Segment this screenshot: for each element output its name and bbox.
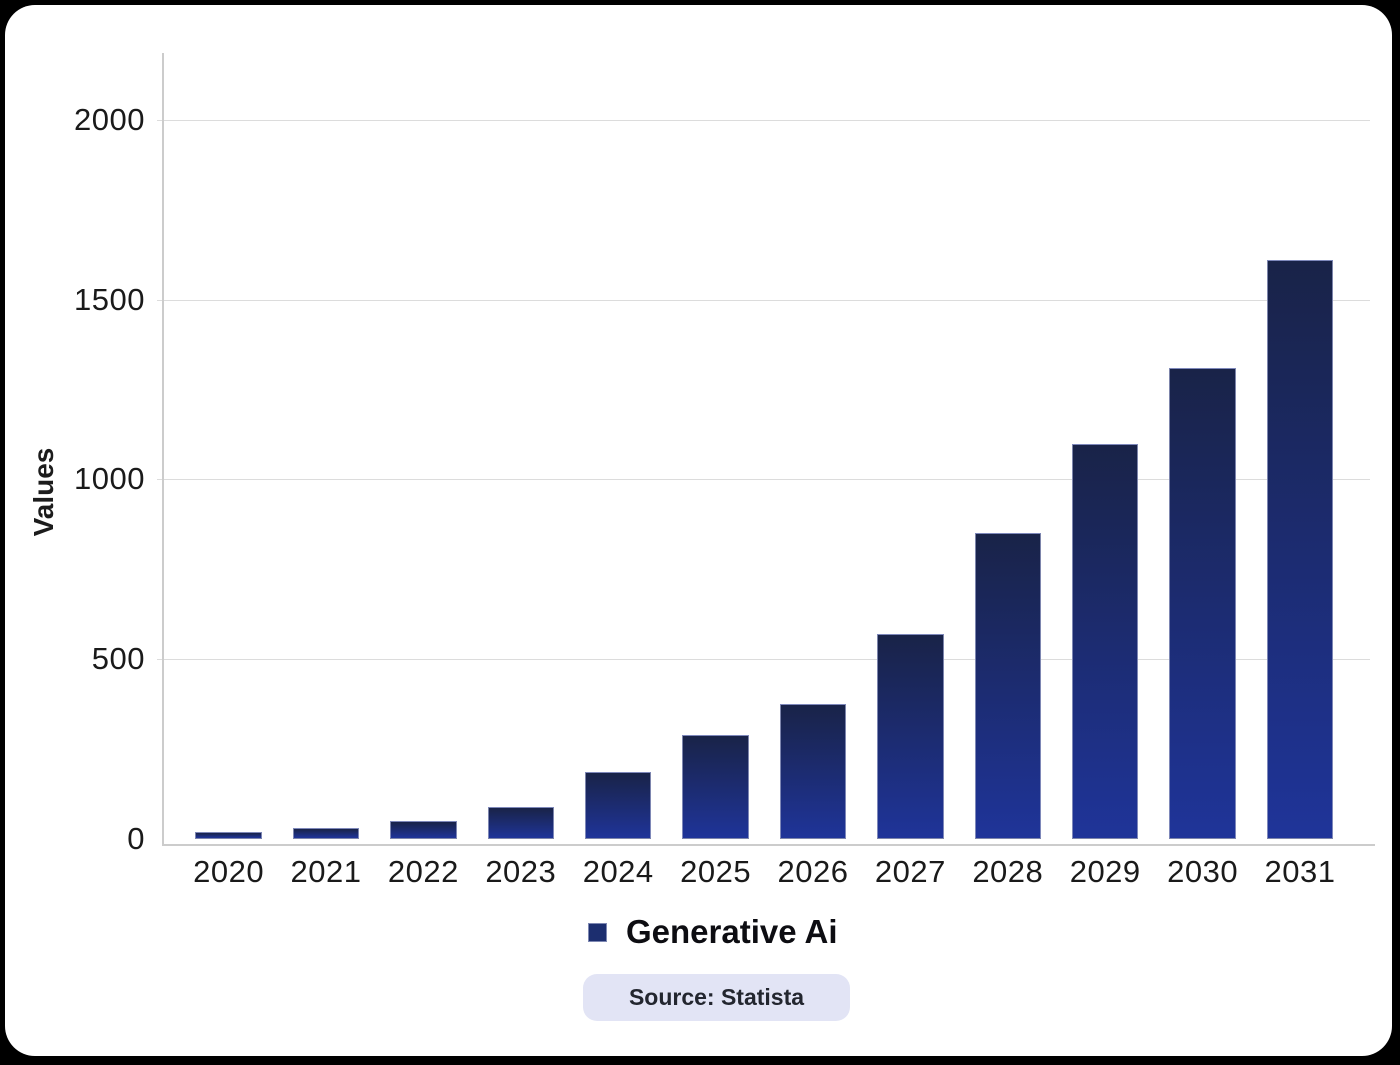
x-tick-label-2027: 2027 bbox=[874, 854, 946, 889]
source-badge: Source: Statista bbox=[583, 974, 850, 1021]
x-tick-label-2021: 2021 bbox=[290, 854, 362, 889]
x-tick-label-2030: 2030 bbox=[1167, 854, 1239, 889]
bar-2022[interactable] bbox=[390, 821, 457, 839]
bar-2026[interactable] bbox=[779, 704, 847, 839]
x-tick-label-2022: 2022 bbox=[387, 854, 459, 889]
x-tick-label-2029: 2029 bbox=[1069, 854, 1141, 889]
y-tick-label-500: 500 bbox=[91, 641, 145, 677]
bar-2028[interactable] bbox=[974, 533, 1042, 839]
gridline-1000 bbox=[157, 479, 1370, 481]
x-tick-label-2024: 2024 bbox=[582, 854, 654, 889]
y-tick-label-0: 0 bbox=[127, 821, 145, 856]
x-tick-label-2025: 2025 bbox=[680, 854, 752, 889]
y-tick-label-1500: 1500 bbox=[74, 281, 145, 317]
x-tick-label-2028: 2028 bbox=[972, 854, 1044, 889]
bar-2031[interactable] bbox=[1266, 260, 1334, 839]
chart-card: Values 0 500 1000 1500 2000 2020 2021 2022 2023 2… bbox=[5, 5, 1392, 1056]
x-tick-label-2023: 2023 bbox=[485, 854, 557, 889]
bar-2025[interactable] bbox=[682, 734, 749, 839]
x-tick-label-2026: 2026 bbox=[777, 854, 849, 889]
x-tick-label-2020: 2020 bbox=[193, 854, 265, 889]
bar-2029[interactable] bbox=[1071, 443, 1139, 839]
bar-2020[interactable] bbox=[195, 831, 262, 839]
y-axis-line bbox=[162, 53, 164, 844]
bar-2030[interactable] bbox=[1169, 367, 1236, 839]
gridline-2000 bbox=[157, 119, 1370, 121]
gridline-500 bbox=[157, 659, 1370, 661]
x-tick-label-2031: 2031 bbox=[1264, 854, 1336, 889]
source-badge-text: Source: Statista bbox=[628, 984, 805, 1010]
y-tick-label-1000: 1000 bbox=[74, 461, 145, 497]
bar-2027[interactable] bbox=[877, 634, 944, 839]
bar-2021[interactable] bbox=[292, 828, 360, 839]
x-axis-line bbox=[162, 844, 1375, 846]
legend-swatch-icon bbox=[588, 922, 607, 942]
bar-2024[interactable] bbox=[584, 772, 652, 839]
gridline-1500 bbox=[157, 299, 1370, 301]
y-tick-label-2000: 2000 bbox=[74, 101, 145, 137]
legend-item-generative-ai[interactable]: Generative Ai bbox=[588, 911, 838, 953]
legend-label: Generative Ai bbox=[626, 913, 838, 950]
bar-2023[interactable] bbox=[487, 806, 555, 839]
